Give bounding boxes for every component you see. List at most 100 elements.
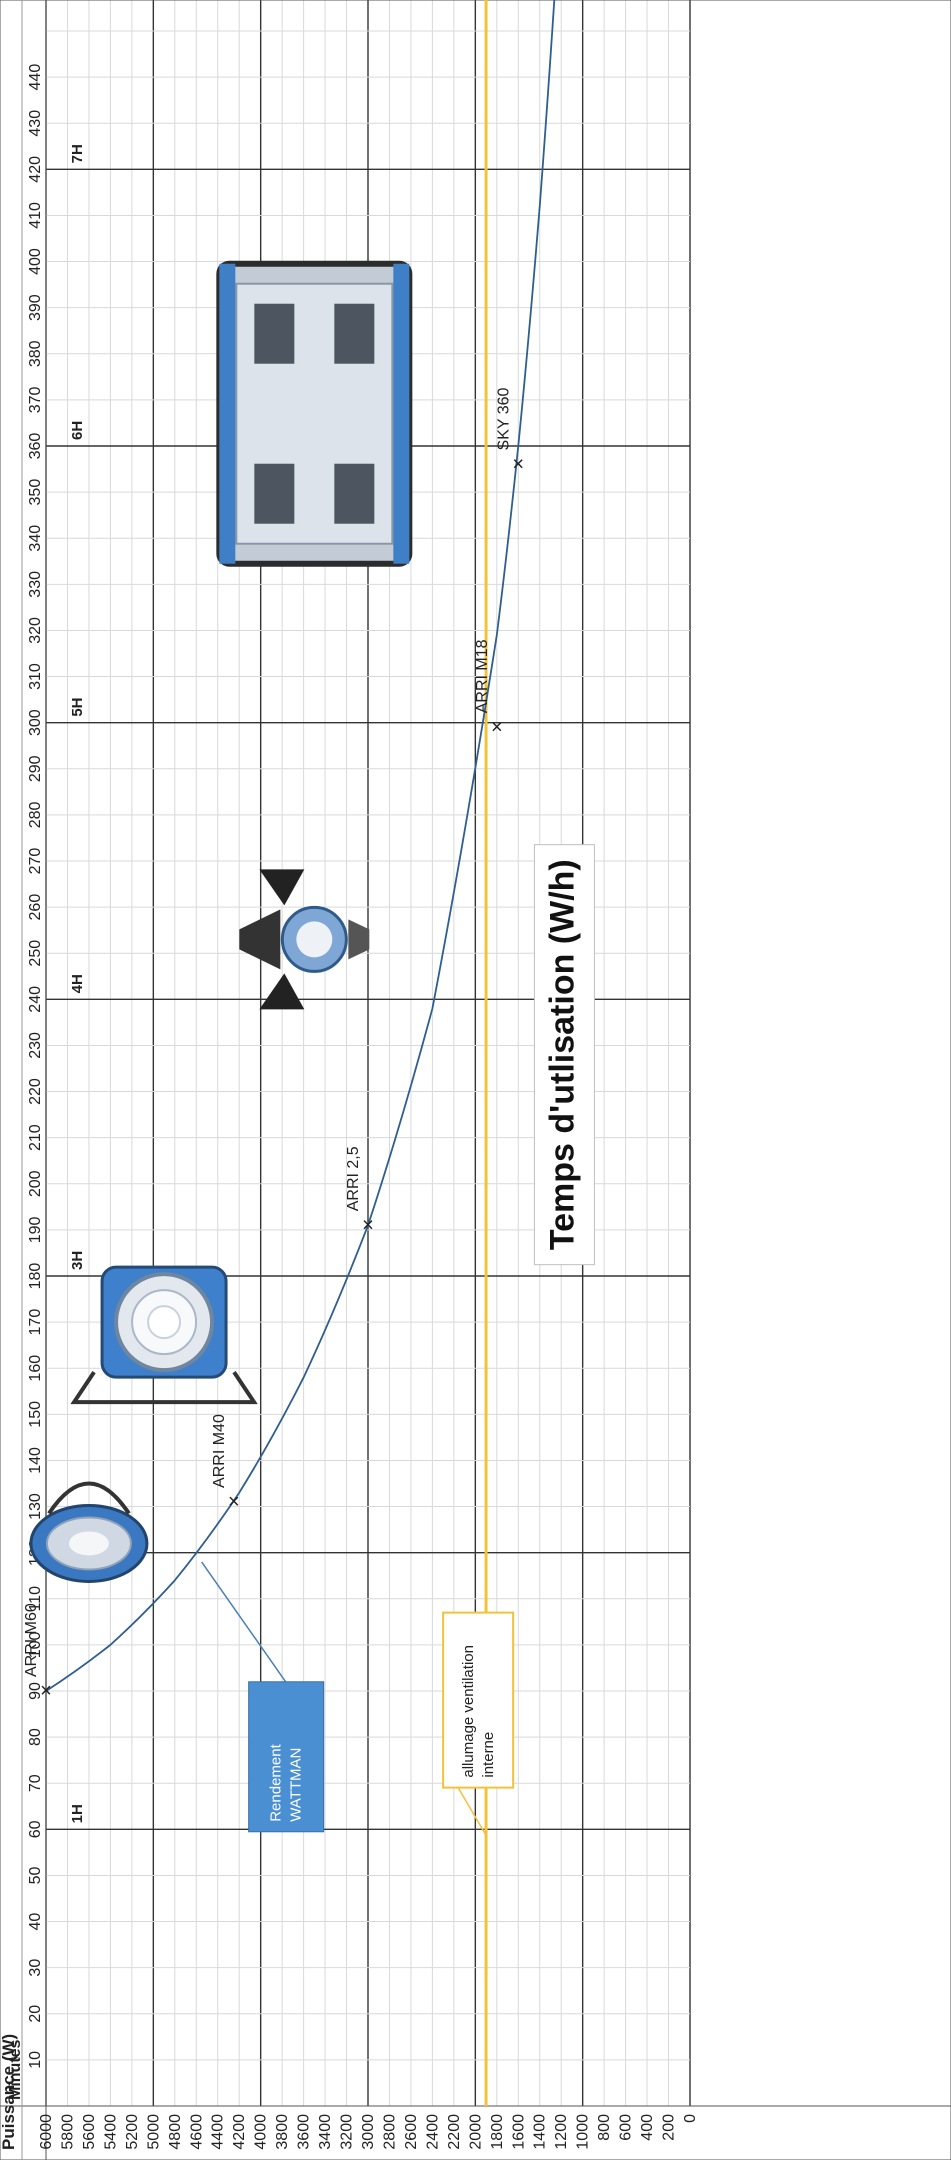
y-tick-label: 440 [27, 64, 44, 91]
y-tick-label: 290 [27, 755, 44, 782]
y-tick-label: 10 [27, 2051, 44, 2069]
point-label: ARRI M18 [474, 639, 491, 713]
point-label: ARRI 2,5 [345, 1146, 362, 1211]
x-tick-label: 0 [682, 2114, 699, 2123]
y-tick-label: 130 [27, 1493, 44, 1520]
hour-marker-label: 4H [69, 974, 86, 993]
hour-marker-label: 1H [69, 1804, 86, 1823]
y-tick-label: 110 [27, 1586, 44, 1612]
wattman-callout-leader [201, 1561, 287, 1683]
x-tick-label: 4000 [253, 2114, 270, 2150]
x-tick-label: 5800 [59, 2114, 76, 2150]
y-tick-label: 40 [27, 1913, 44, 1931]
y-tick-label: 260 [27, 894, 44, 921]
ventilation-callout-box [442, 1611, 515, 1789]
y-tick-label: 220 [27, 1078, 44, 1105]
x-tick-label: 2400 [424, 2114, 441, 2150]
y-tick-label: 320 [27, 617, 44, 644]
wattman-callout-line-2: WATTMAN [288, 1748, 305, 1822]
y-tick-label: 340 [27, 525, 44, 552]
ventilation-callout-line-1: allumage ventilation [460, 1645, 477, 1778]
wattman-callout-box [248, 1681, 325, 1833]
x-tick-label: 2000 [467, 2114, 484, 2150]
x-tick-label: 4200 [231, 2114, 248, 2150]
point-marker: × [228, 1491, 240, 1513]
x-tick-label: 3000 [360, 2114, 377, 2150]
x-tick-label: 600 [618, 2114, 635, 2141]
x-tick-label: 3800 [274, 2114, 291, 2150]
x-tick-label: 1200 [553, 2114, 570, 2150]
y-tick-label: 210 [27, 1124, 44, 1151]
arri-m40-lamp-image [70, 1265, 258, 1405]
point-label: SKY 360 [495, 387, 512, 450]
arri-2-5-lamp-image [239, 869, 370, 1010]
x-tick-label: 4600 [188, 2114, 205, 2150]
point-marker: × [512, 453, 524, 475]
y-tick-label: 430 [27, 110, 44, 137]
y-tick-label: 140 [27, 1447, 44, 1474]
y-tick-label: 230 [27, 1032, 44, 1059]
x-tick-label: 2800 [381, 2114, 398, 2150]
y-tick-label: 100 [27, 1631, 44, 1658]
y-tick-label: 150 [27, 1401, 44, 1428]
y-tick-label: 270 [27, 848, 44, 875]
hour-marker-label: 6H [69, 421, 86, 440]
sky-360-panel-image [216, 260, 413, 567]
y-tick-label: 280 [27, 801, 44, 828]
x-tick-label: 4800 [167, 2114, 184, 2150]
y-tick-label: 360 [27, 433, 44, 460]
ventilation-callout-line-2: interne [480, 1732, 497, 1778]
chart-title-group: Temps d'utlisation (W/h) [533, 844, 595, 1266]
chart-title: Temps d'utlisation (W/h) [543, 859, 581, 1250]
x-tick-label: 800 [596, 2114, 613, 2141]
x-tick-label: 200 [661, 2114, 678, 2141]
y-tick-label: 160 [27, 1355, 44, 1382]
x-tick-label: 5600 [81, 2114, 98, 2150]
y-tick-label: 310 [27, 663, 44, 690]
labeled-points: ×ARRI M60×ARRI M40×ARRI 2,5×ARRI M18×SKY… [23, 387, 524, 1702]
y-axis-title: Minutes [7, 2039, 24, 2100]
y-tick-label: 250 [27, 940, 44, 967]
arri-m60-lamp-image [29, 1481, 149, 1583]
x-tick-label: 1400 [532, 2114, 549, 2150]
y-tick-label: 400 [27, 248, 44, 275]
x-tick-label: 2200 [446, 2114, 463, 2150]
series-line [45, 0, 556, 1692]
x-tick-label: 400 [639, 2114, 656, 2141]
x-tick-label: 4400 [210, 2114, 227, 2150]
chart-title-box [533, 844, 595, 1266]
wattman-callout-line-1: Rendement [268, 1743, 285, 1821]
x-tick-label: 5200 [124, 2114, 141, 2150]
x-tick-label: 1000 [575, 2114, 592, 2150]
point-marker: × [40, 1680, 52, 1702]
y-tick-label: 370 [27, 386, 44, 413]
point-marker: × [362, 1214, 374, 1236]
y-tick-label: 180 [27, 1263, 44, 1290]
y-tick-label: 350 [27, 479, 44, 506]
y-tick-label: 380 [27, 340, 44, 367]
hour-marker-label: 3H [69, 1251, 86, 1270]
point-label: ARRI M40 [211, 1414, 228, 1488]
x-tick-label: 5400 [102, 2114, 119, 2150]
y-tick-label: 80 [27, 1728, 44, 1746]
y-tick-label: 300 [27, 709, 44, 736]
y-tick-label: 240 [27, 986, 44, 1013]
x-tick-label: 6000 [38, 2114, 55, 2150]
point-label: ARRI M60 [23, 1603, 40, 1677]
y-tick-label: 170 [27, 1309, 44, 1336]
y-tick-label: 30 [27, 1959, 44, 1977]
x-tick-label: 3400 [317, 2114, 334, 2150]
ventilation-callout: allumage ventilation interne [442, 1611, 515, 1836]
y-tick-label: 330 [27, 571, 44, 598]
y-tick-label: 190 [27, 1216, 44, 1243]
y-tick-label: 410 [27, 202, 44, 229]
point-marker: × [491, 716, 503, 738]
wattman-callout: Rendement WATTMAN [201, 1561, 325, 1833]
x-tick-label: 3600 [296, 2114, 313, 2150]
y-tick-label: 390 [27, 294, 44, 321]
x-tick-label: 5000 [145, 2114, 162, 2150]
hour-marker-label: 7H [69, 144, 86, 163]
series-group [45, 0, 556, 1692]
